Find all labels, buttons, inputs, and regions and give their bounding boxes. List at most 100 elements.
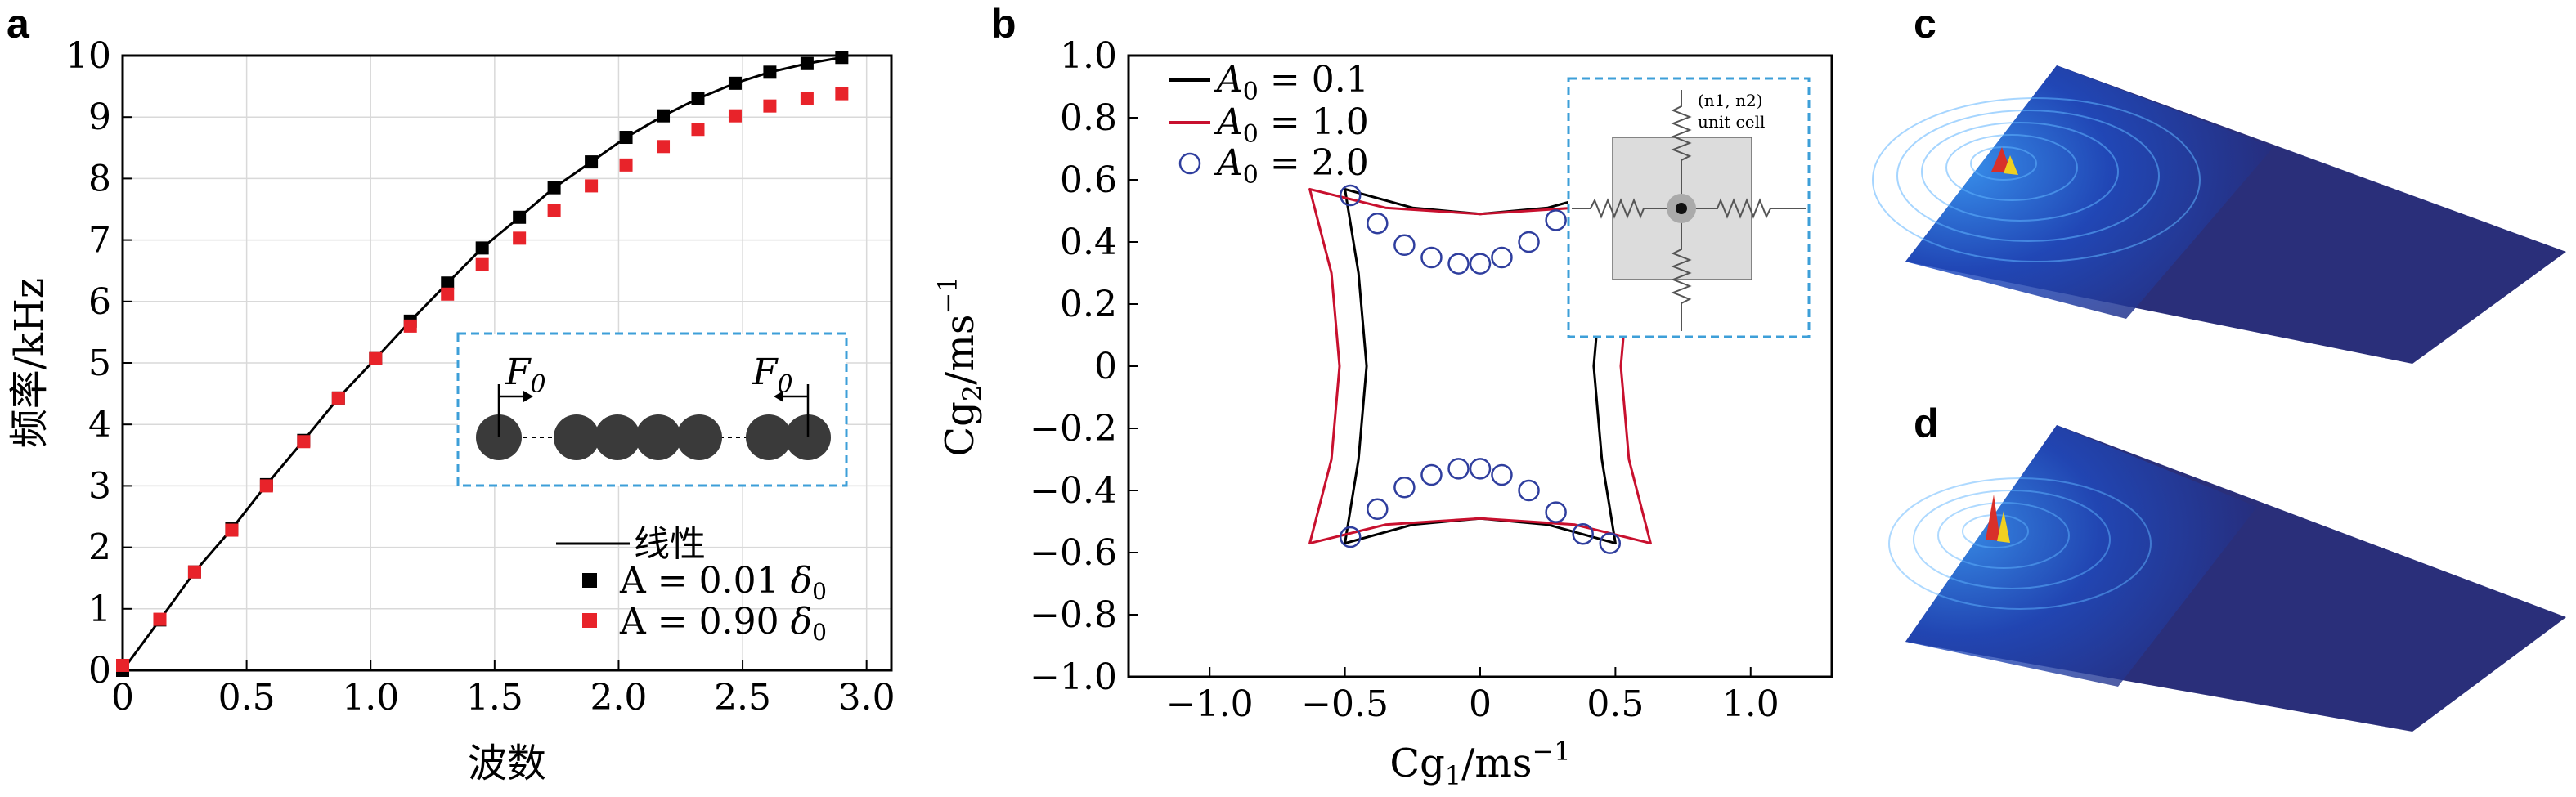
data-point-series-2: [800, 92, 814, 105]
panel-label-b: b: [991, 1, 1016, 47]
data-point-series-1: [728, 76, 742, 90]
chart-b-ticks: −1.0 −0.5 0 0.5 1.0 1.0 0.8 0.6 0.4 0.2 0 −0.2 −0.4 −…: [1030, 35, 1779, 725]
data-point-series-1: [619, 131, 633, 145]
chart-a-ticks: 0 0.5 1.0 1.5 2.0 2.5 3.0 0 1 2 3 4 5 6 7 8 9 10: [65, 35, 895, 719]
inset-b-unit-label: unit cell: [1698, 112, 1765, 132]
panel-c-ripples: [1905, 65, 2273, 319]
data-point-series-1: [691, 92, 705, 105]
data-point-series-2: [1339, 184, 1362, 207]
panel-c-surface: [1872, 65, 2566, 364]
data-point-series-1: [475, 241, 489, 255]
series-curve-1: [1308, 187, 1652, 545]
data-point-series-2: [331, 391, 345, 405]
data-point-series-1: [835, 51, 849, 65]
data-point-series-1: [763, 65, 777, 79]
data-point-series-2: [475, 257, 489, 271]
x-tick-label: 3.0: [838, 677, 895, 719]
x-tick-label: 1.5: [466, 677, 523, 719]
data-point-series-2: [1447, 458, 1470, 480]
chart-a: 0 0.5 1.0 1.5 2.0 2.5 3.0 0 1 2 3 4 5 6 7 8 9 10 波数 频率/kH…: [7, 35, 895, 786]
panel-d-ripple-rings: [1888, 477, 2152, 610]
y-tick-label: −0.4: [1030, 470, 1117, 512]
legend-a-label-1: A = 0.01 δ0: [619, 560, 827, 605]
data-point-series-2: [657, 140, 671, 154]
inset-a-ball: [635, 414, 681, 460]
data-point-series-2: [225, 523, 239, 537]
data-point-series-2: [1420, 246, 1443, 269]
data-point-series-2: [187, 565, 201, 579]
y-tick-label: −0.2: [1030, 408, 1117, 450]
chart-a-ylabel: 频率/kHz: [7, 278, 52, 448]
panel-d-peak: [1986, 495, 2000, 541]
data-point-series-2: [297, 435, 311, 449]
panel-label-c: c: [1914, 1, 1936, 47]
y-tick-label: 8: [88, 158, 111, 199]
data-point-series-1: [547, 181, 561, 195]
legend-b-swatch-2: [1178, 152, 1201, 175]
y-tick-label: −0.6: [1030, 532, 1117, 574]
data-point-series-2: [1491, 246, 1513, 269]
data-point-series-1: [441, 276, 455, 290]
data-point-series-2: [1599, 532, 1622, 554]
x-tick-label: 0: [111, 677, 134, 719]
data-point-series-2: [1420, 463, 1443, 486]
chart-b-ylabel: Cg2/ms−1: [932, 275, 988, 456]
inset-b-spring-left: [1572, 198, 1668, 219]
y-tick-label: 0.4: [1060, 222, 1117, 263]
data-point-series-1: [585, 155, 599, 169]
y-tick-label: 0: [88, 650, 111, 692]
arrow-left-icon: [774, 391, 783, 402]
chart-b: −1.0 −0.5 0 0.5 1.0 1.0 0.8 0.6 0.4 0.2 0 −0.2 −0.4 −…: [932, 35, 1833, 791]
x-tick-label: 0: [1469, 683, 1492, 725]
x-tick-label: 1.0: [1722, 683, 1779, 725]
data-point-series-2: [1545, 501, 1567, 523]
data-point-series-2: [763, 99, 777, 113]
chart-b-series: [1308, 184, 1652, 554]
y-tick-label: 1: [88, 589, 111, 630]
y-tick-label: 0: [1094, 346, 1117, 387]
y-tick-label: 9: [88, 96, 111, 138]
inset-b-spring-bottom: [1671, 221, 1692, 331]
y-tick-label: 10: [65, 35, 111, 77]
data-point-series-2: [1393, 476, 1416, 499]
legend-b-label-1: A0 = 1.0: [1214, 101, 1369, 149]
inset-a-ball: [554, 414, 599, 460]
data-point-series-2: [835, 87, 849, 101]
x-tick-label: 2.5: [714, 677, 771, 719]
panel-label-a: a: [7, 1, 30, 47]
y-tick-label: 3: [88, 465, 111, 507]
inset-a-box: [456, 332, 848, 487]
data-point-series-1: [800, 56, 814, 70]
y-tick-label: 1.0: [1060, 35, 1117, 77]
data-point-series-1: [513, 210, 527, 224]
legend-b-label-0: A0 = 0.1: [1214, 59, 1369, 106]
x-tick-label: 0.5: [218, 677, 276, 719]
panel-d-ripples: [1905, 425, 2257, 687]
data-point-series-2: [513, 231, 527, 245]
inset-b-spring-right: [1693, 198, 1806, 219]
legend-a-swatch-1: [582, 573, 597, 588]
inset-a-ball: [676, 414, 722, 460]
inset-a-force-label-left: F0: [505, 351, 546, 399]
y-tick-label: 7: [88, 220, 111, 262]
data-point-series-2: [1572, 522, 1594, 545]
legend-a-swatch-2: [582, 613, 597, 628]
data-point-series-2: [1339, 526, 1362, 548]
data-point-series-2: [1447, 253, 1470, 275]
y-tick-label: 0.2: [1060, 284, 1117, 325]
panel-c-peak: [2004, 155, 2018, 175]
arrow-right-icon: [523, 391, 533, 402]
panel-c-ripple-rings: [1872, 97, 2201, 262]
y-tick-label: 5: [88, 343, 111, 384]
inset-a-ball: [595, 414, 640, 460]
data-point-series-2: [403, 319, 417, 333]
inset-b-mass-center: [1676, 203, 1687, 214]
data-point-series-2: [441, 287, 455, 301]
x-tick-label: −0.5: [1301, 683, 1389, 725]
legend-a-label-2: A = 0.90 δ0: [619, 601, 827, 646]
chart-a-xlabel: 波数: [468, 741, 546, 786]
inset-a-force-label-right: F0: [752, 351, 793, 399]
y-tick-label: 0.6: [1060, 159, 1117, 201]
data-point-series-2: [1545, 209, 1567, 231]
